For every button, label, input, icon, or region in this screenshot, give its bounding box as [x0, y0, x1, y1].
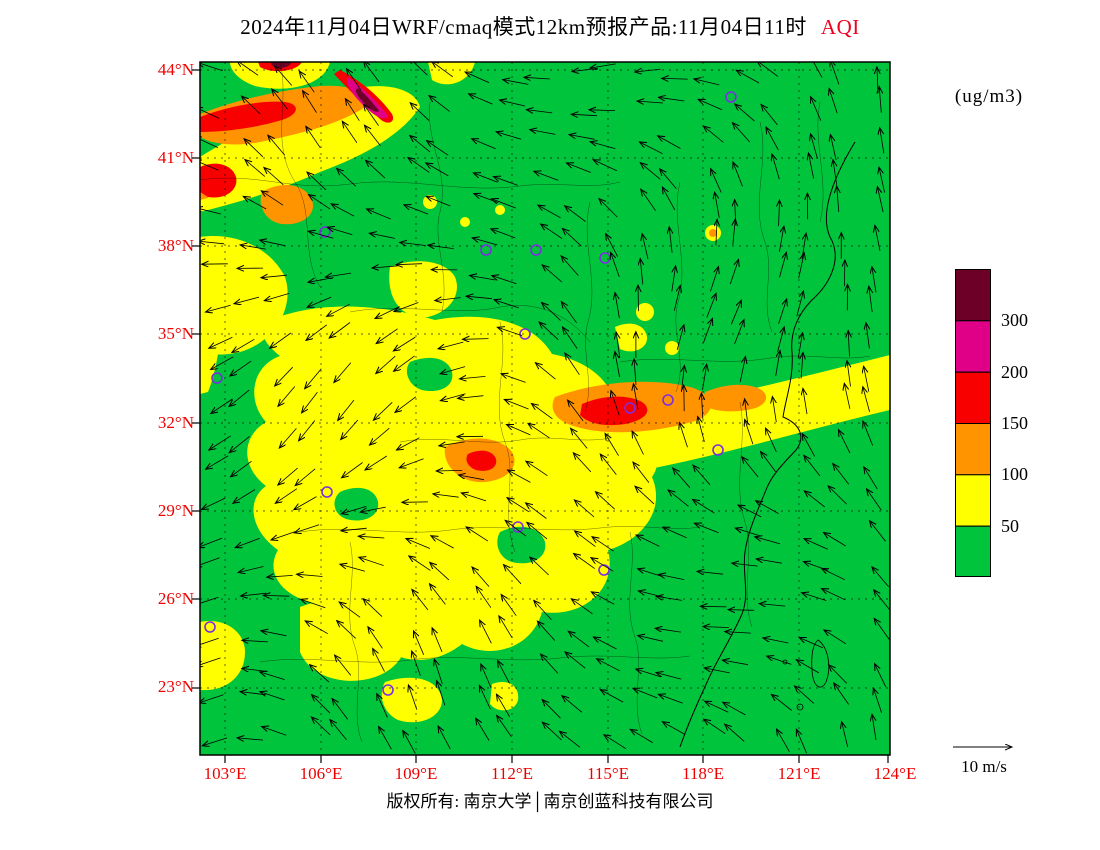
- aqi-field-layer: [200, 62, 890, 755]
- lat-label: 44°N: [157, 60, 194, 79]
- axis-ticks: [192, 69, 889, 763]
- colorbar-tick-label: 300: [1001, 310, 1028, 330]
- title-pollutant-label: AQI: [820, 15, 860, 39]
- colorbar-segment: [955, 474, 991, 527]
- colorbar-segment: [955, 525, 991, 577]
- colorbar-tick-label: 200: [1001, 362, 1028, 382]
- coastline: [679, 141, 856, 748]
- colorbar-segment: [955, 269, 991, 322]
- lon-label: 106°E: [299, 764, 343, 783]
- lat-label: 29°N: [157, 501, 194, 520]
- colorbar-segment: [955, 423, 991, 476]
- lat-label: 23°N: [157, 677, 194, 696]
- lon-label: 121°E: [777, 764, 821, 783]
- colorbar-tick-label: 50: [1001, 516, 1019, 536]
- colorbar: [955, 269, 991, 577]
- page-title: 2024年11月04日WRF/cmaq模式12km预报产品:11月04日11时 A…: [0, 11, 1100, 41]
- title-main: 2024年11月04日WRF/cmaq模式12km预报产品:11月04日11时: [240, 15, 807, 39]
- lat-label: 26°N: [157, 589, 194, 608]
- forecast-map: [192, 61, 891, 763]
- city-markers: [204, 91, 737, 696]
- lon-label: 103°E: [203, 764, 247, 783]
- lat-label: 32°N: [157, 413, 194, 432]
- wind-vector-layer: [200, 62, 890, 754]
- lon-label: 124°E: [873, 764, 917, 783]
- colorbar-tick-label: 100: [1001, 464, 1028, 484]
- lon-label: 112°E: [490, 764, 534, 783]
- lat-label: 35°N: [157, 324, 194, 343]
- lat-label: 38°N: [157, 236, 194, 255]
- province-boundaries: [200, 62, 871, 743]
- colorbar-tick-label: 150: [1001, 413, 1028, 433]
- colorbar-segment: [955, 320, 991, 373]
- wind-scale-arrow: [950, 738, 1022, 756]
- wind-scale-label: 10 m/s: [961, 757, 1007, 776]
- lon-label: 115°E: [586, 764, 630, 783]
- colorbar-segment: [955, 371, 991, 424]
- copyright-text: 版权所有: 南京大学│南京创蓝科技有限公司: [386, 792, 714, 811]
- lat-label: 41°N: [157, 148, 194, 167]
- map-frame: [199, 61, 891, 756]
- units-label: (ug/m3): [954, 86, 1024, 107]
- lon-label: 118°E: [681, 764, 725, 783]
- lon-label: 109°E: [394, 764, 438, 783]
- map-canvas: [192, 61, 891, 763]
